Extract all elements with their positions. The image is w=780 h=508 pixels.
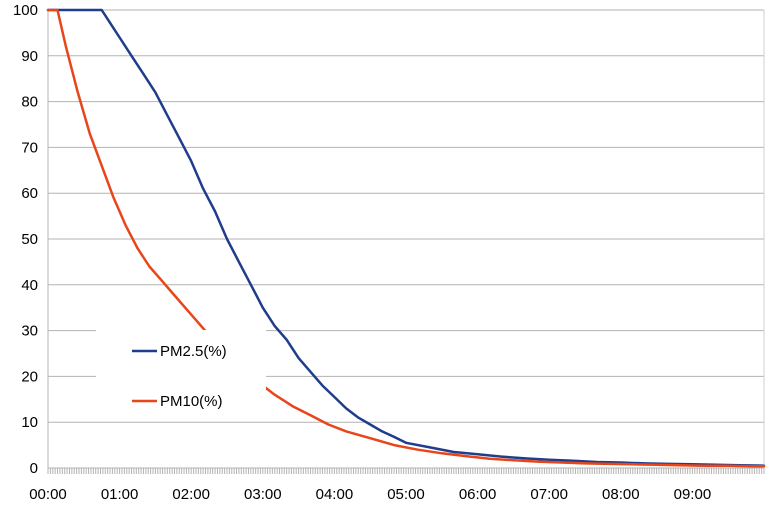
legend: PM2.5(%) PM10(%) bbox=[96, 330, 266, 420]
x-tick-label: 01:00 bbox=[101, 486, 139, 503]
y-tick-label: 30 bbox=[21, 323, 38, 340]
x-tick-label: 08:00 bbox=[602, 486, 640, 503]
y-tick-label: 90 bbox=[21, 48, 38, 65]
y-tick-labels: 0 10 20 30 40 50 60 70 80 90 100 bbox=[13, 2, 38, 477]
x-tick-label: 06:00 bbox=[459, 486, 497, 503]
x-tick-label: 09:00 bbox=[674, 486, 712, 503]
series-line-pm25 bbox=[46, 8, 766, 467]
x-tick-labels: 00:00 01:00 02:00 03:00 04:00 05:00 06:00 07:00… bbox=[29, 486, 711, 503]
y-tick-label: 50 bbox=[21, 231, 38, 248]
legend-label-pm25: PM2.5(%) bbox=[160, 343, 227, 360]
x-minor-ticks bbox=[47, 468, 765, 474]
x-tick-label: 03:00 bbox=[244, 486, 282, 503]
y-tick-label: 0 bbox=[30, 460, 38, 477]
y-tick-label: 10 bbox=[21, 414, 38, 431]
y-tick-label: 60 bbox=[21, 185, 38, 202]
x-tick-label: 07:00 bbox=[530, 486, 568, 503]
y-tick-label: 40 bbox=[21, 277, 38, 294]
series-line-pm10 bbox=[46, 8, 766, 468]
axes bbox=[47, 10, 765, 469]
x-tick-label: 05:00 bbox=[387, 486, 425, 503]
y-tick-label: 20 bbox=[21, 368, 38, 385]
y-tick-label: 80 bbox=[21, 94, 38, 111]
y-tick-label: 70 bbox=[21, 139, 38, 156]
y-tick-label: 100 bbox=[13, 2, 38, 19]
x-tick-label: 00:00 bbox=[29, 486, 67, 503]
legend-label-pm10: PM10(%) bbox=[160, 393, 223, 410]
x-tick-label: 02:00 bbox=[172, 486, 210, 503]
series-lines bbox=[46, 8, 766, 468]
x-tick-label: 04:00 bbox=[316, 486, 354, 503]
legend-box bbox=[96, 330, 266, 420]
